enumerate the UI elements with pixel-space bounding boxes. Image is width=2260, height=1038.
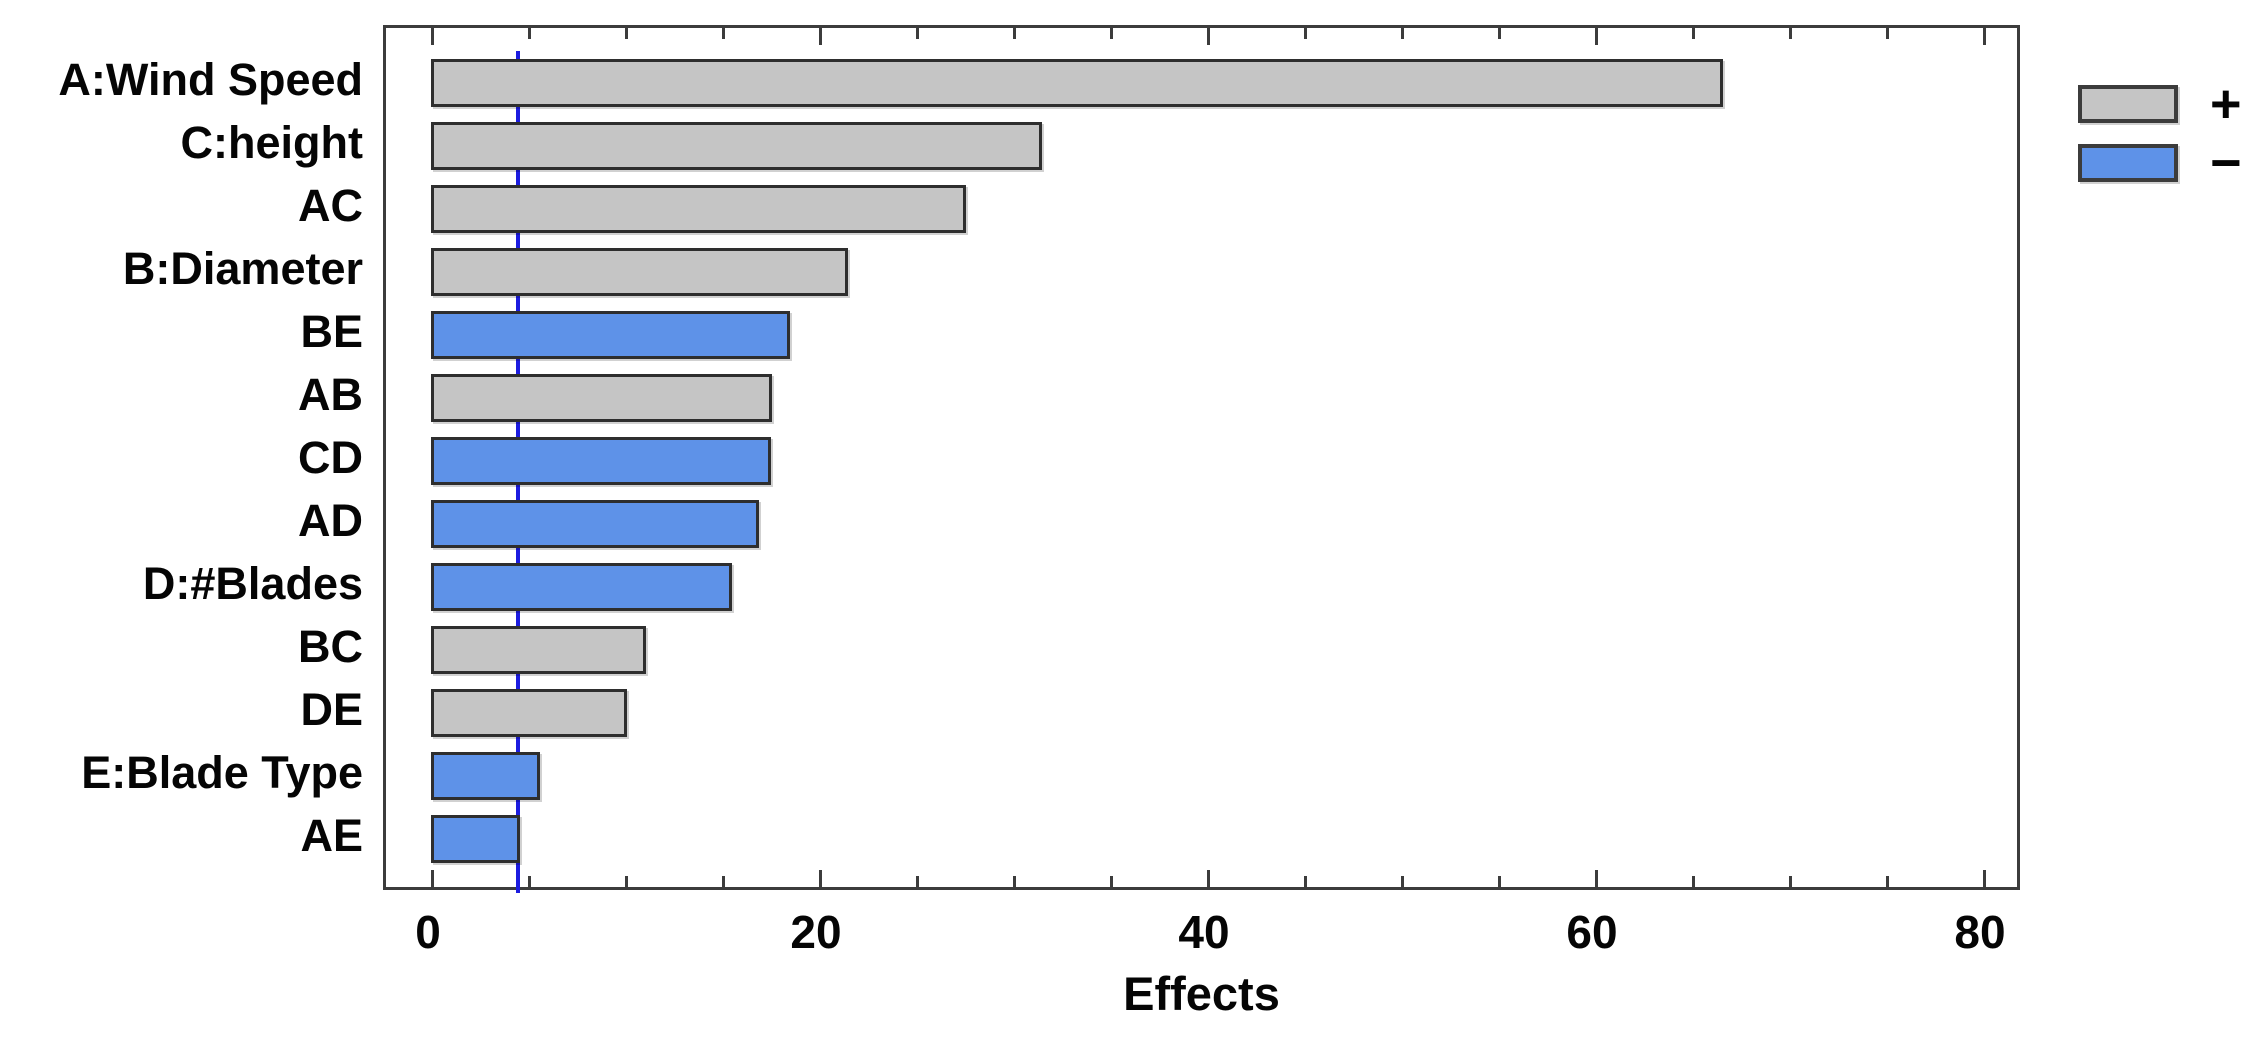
y-axis-label: DE <box>300 684 363 735</box>
bar-ad <box>431 500 759 548</box>
minor-tick <box>1401 28 1404 39</box>
bar-ac <box>431 185 967 233</box>
bar-de <box>431 689 627 737</box>
major-tick <box>1595 28 1598 45</box>
bar-ab <box>431 374 773 422</box>
legend-swatch <box>2078 144 2178 182</box>
minor-tick <box>722 876 725 887</box>
major-tick <box>431 28 434 45</box>
minor-tick <box>916 876 919 887</box>
major-tick <box>819 28 822 45</box>
major-tick <box>1207 28 1210 45</box>
minor-tick <box>1401 876 1404 887</box>
y-axis-label: D:#Blades <box>142 558 363 609</box>
minor-tick <box>1498 28 1501 39</box>
major-tick <box>1983 28 1986 45</box>
plot-area <box>383 25 2020 893</box>
minor-tick <box>625 876 628 887</box>
y-axis-label: AE <box>300 810 363 861</box>
x-tick-label: 60 <box>1566 906 1618 958</box>
major-tick <box>1207 870 1210 887</box>
y-axis-label: A:Wind Speed <box>58 54 363 105</box>
minor-tick <box>722 28 725 39</box>
legend: + − <box>2078 74 2242 202</box>
minor-tick <box>1886 28 1889 39</box>
major-tick <box>431 870 434 887</box>
legend-swatch <box>2078 85 2178 123</box>
y-axis-label: AD <box>298 495 363 546</box>
major-tick <box>1983 870 1986 887</box>
y-axis-label: BE <box>300 306 363 357</box>
minor-tick <box>1498 876 1501 887</box>
y-axis-label: CD <box>298 432 363 483</box>
minor-tick <box>916 28 919 39</box>
bar-a-wind-speed <box>431 59 1724 107</box>
legend-label: − <box>2210 133 2242 193</box>
y-axis-label: BC <box>298 621 363 672</box>
minor-tick <box>1692 876 1695 887</box>
minor-tick <box>1110 28 1113 39</box>
minor-tick <box>528 876 531 887</box>
legend-item: − <box>2078 133 2242 193</box>
minor-tick <box>1692 28 1695 39</box>
minor-tick <box>1013 876 1016 887</box>
minor-tick <box>1304 876 1307 887</box>
bar-b-diameter <box>431 248 849 296</box>
bar-ae <box>431 815 521 863</box>
y-axis-label: E:Blade Type <box>81 747 363 798</box>
bar-e-blade-type <box>431 752 540 800</box>
minor-tick <box>1110 876 1113 887</box>
x-tick-label: 40 <box>1178 906 1230 958</box>
y-axis-label: AB <box>298 369 363 420</box>
minor-tick <box>625 28 628 39</box>
legend-label: + <box>2210 74 2242 134</box>
bar-c-height <box>431 122 1043 170</box>
minor-tick <box>1789 28 1792 39</box>
bar-bc <box>431 626 647 674</box>
minor-tick <box>1886 876 1889 887</box>
y-axis-label: B:Diameter <box>122 243 363 294</box>
major-tick <box>1595 870 1598 887</box>
major-tick <box>819 870 822 887</box>
minor-tick <box>1789 876 1792 887</box>
minor-tick <box>1013 28 1016 39</box>
x-tick-label: 20 <box>790 906 842 958</box>
bar-d-blades <box>431 563 732 611</box>
minor-tick <box>528 28 531 39</box>
minor-tick <box>1304 28 1307 39</box>
bar-cd <box>431 437 771 485</box>
x-tick-label: 80 <box>1954 906 2006 958</box>
x-tick-label: 0 <box>415 906 441 958</box>
y-axis-label: C:height <box>180 117 363 168</box>
legend-item: + <box>2078 74 2242 134</box>
x-axis-title: Effects <box>1123 967 1280 1020</box>
bar-be <box>431 311 790 359</box>
y-axis-label: AC <box>298 180 363 231</box>
